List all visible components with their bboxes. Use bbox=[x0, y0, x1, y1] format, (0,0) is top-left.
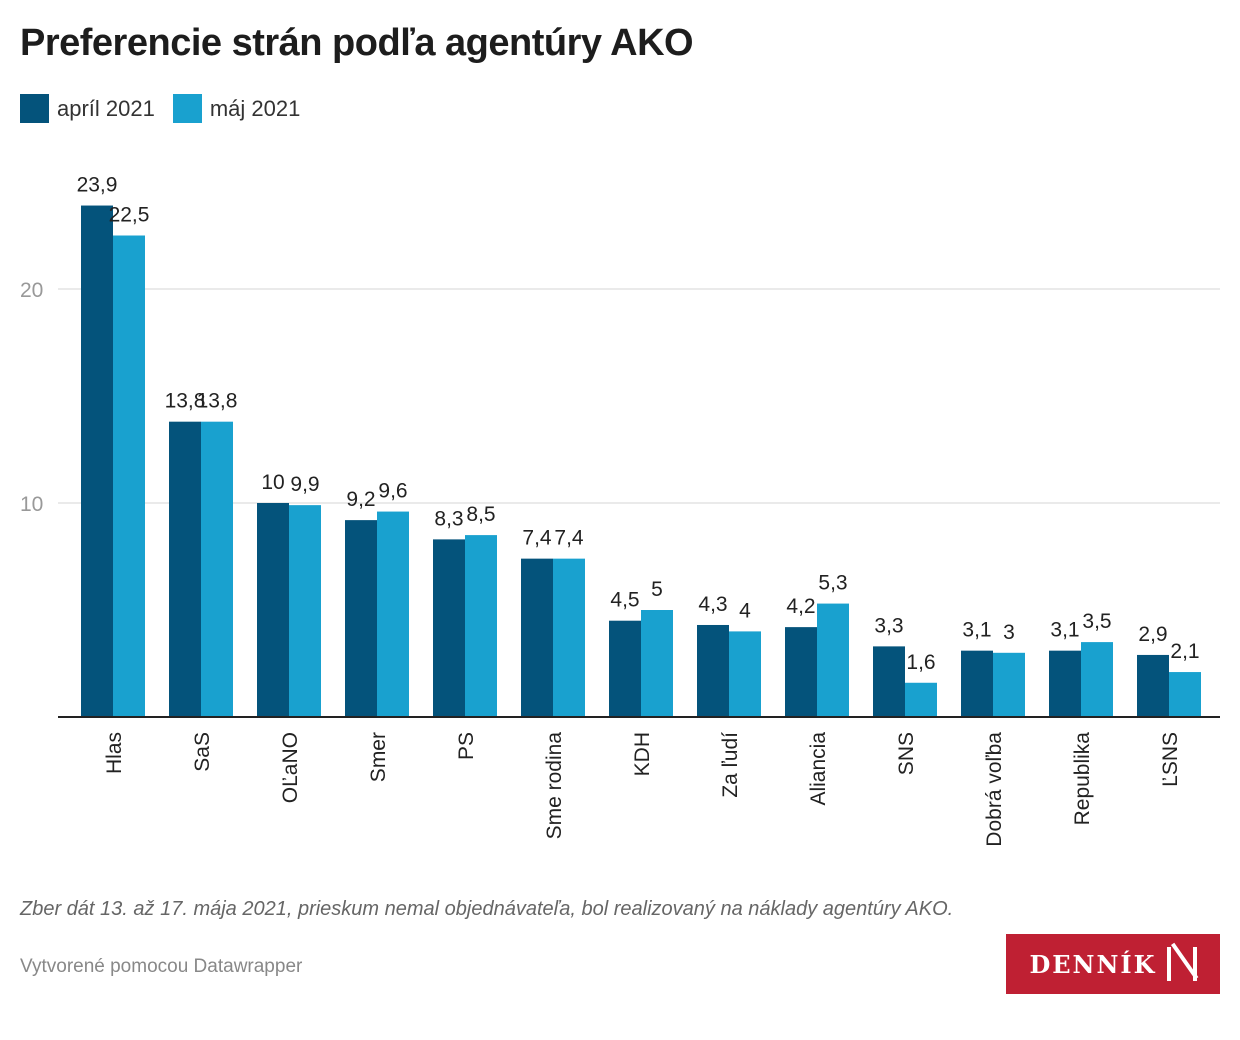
legend-label: máj 2021 bbox=[209, 95, 301, 121]
chart-title: Preferencie strán podľa agentúry AKO bbox=[20, 22, 694, 64]
data-label: 5,3 bbox=[818, 572, 847, 595]
legend-label: apríl 2021 bbox=[57, 95, 155, 121]
data-label: 9,6 bbox=[378, 480, 407, 503]
y-tick-label: 10 bbox=[20, 493, 43, 516]
bar bbox=[817, 603, 849, 717]
bar bbox=[257, 503, 289, 717]
bar bbox=[641, 610, 673, 717]
bar bbox=[81, 205, 113, 718]
y-tick-label: 20 bbox=[20, 279, 43, 302]
bar bbox=[465, 535, 497, 717]
dennik-n-logo: DENNÍK bbox=[1006, 934, 1220, 994]
legend-item-maj: máj 2021 bbox=[172, 94, 301, 123]
legend-swatch-april bbox=[20, 94, 49, 123]
data-label: 23,9 bbox=[77, 174, 118, 197]
bar bbox=[873, 646, 905, 717]
bar bbox=[905, 682, 937, 717]
bar bbox=[201, 421, 233, 717]
bar-chart: 10 20 23,9 22,5 Hlas 13,813,8 SaS 10 9,9 OĽaNO 9,2… bbox=[20, 174, 1220, 847]
x-tick-label: Aliancia bbox=[807, 732, 830, 806]
bar bbox=[169, 421, 201, 717]
data-label: 8,3 bbox=[434, 507, 463, 530]
data-label: 3 bbox=[1003, 621, 1015, 644]
bar bbox=[993, 652, 1025, 717]
x-tick-label: Smer bbox=[367, 732, 390, 782]
bar bbox=[345, 520, 377, 717]
footnote: Zber dát 13. až 17. mája 2021, prieskum … bbox=[20, 898, 954, 920]
data-label: 13,8 bbox=[197, 390, 238, 413]
data-label: 7,4 bbox=[522, 527, 552, 550]
bar bbox=[1137, 654, 1169, 717]
x-tick-label: Sme rodina bbox=[543, 732, 566, 840]
data-label: 4,5 bbox=[610, 589, 639, 612]
bar bbox=[113, 235, 145, 717]
bar bbox=[553, 558, 585, 717]
data-label: 22,5 bbox=[109, 204, 150, 227]
data-label: 2,9 bbox=[1138, 623, 1167, 646]
x-tick-label: Hlas bbox=[103, 732, 126, 774]
data-label: 5 bbox=[651, 578, 663, 601]
data-label: 3,3 bbox=[874, 614, 903, 637]
data-label: 8,5 bbox=[466, 503, 495, 526]
x-tick-label: PS bbox=[455, 732, 478, 760]
x-tick-label: SNS bbox=[895, 732, 918, 775]
x-tick-label: Dobrá voľba bbox=[983, 732, 1006, 847]
bar bbox=[289, 505, 321, 717]
bar bbox=[961, 650, 993, 717]
x-tick-label: OĽaNO bbox=[279, 732, 302, 803]
x-tick-label: Republika bbox=[1071, 732, 1094, 826]
data-label: 4,2 bbox=[786, 595, 815, 618]
bar bbox=[785, 627, 817, 717]
legend-swatch-maj bbox=[172, 94, 202, 123]
data-label: 3,1 bbox=[1050, 619, 1079, 642]
data-label: 4,3 bbox=[698, 593, 727, 616]
data-label: 9,2 bbox=[346, 488, 375, 511]
bar bbox=[697, 624, 729, 717]
bar bbox=[1169, 672, 1201, 717]
bar bbox=[729, 631, 761, 717]
x-tick-label: KDH bbox=[631, 732, 654, 776]
data-label: 3,5 bbox=[1082, 610, 1111, 633]
bar bbox=[1049, 650, 1081, 717]
data-label: 9,9 bbox=[290, 473, 319, 496]
data-label: 7,4 bbox=[554, 527, 584, 550]
bar bbox=[433, 539, 465, 717]
credit: Vytvorené pomocou Datawrapper bbox=[20, 956, 303, 977]
data-label: 1,6 bbox=[906, 651, 935, 674]
bar bbox=[521, 558, 553, 717]
legend-item-april: apríl 2021 bbox=[20, 94, 155, 123]
legend: apríl 2021 máj 2021 bbox=[20, 94, 300, 123]
data-label: 3,1 bbox=[962, 619, 991, 642]
data-label: 4 bbox=[739, 599, 751, 622]
bar bbox=[377, 511, 409, 717]
x-tick-label: SaS bbox=[191, 732, 214, 772]
bar bbox=[609, 620, 641, 717]
x-tick-label: Za ľudí bbox=[719, 732, 742, 798]
data-label: 13,8 bbox=[165, 390, 206, 413]
bar bbox=[1081, 642, 1113, 717]
data-label: 10 bbox=[261, 471, 284, 494]
data-label: 2,1 bbox=[1170, 640, 1199, 663]
x-tick-label: ĽSNS bbox=[1159, 732, 1182, 787]
